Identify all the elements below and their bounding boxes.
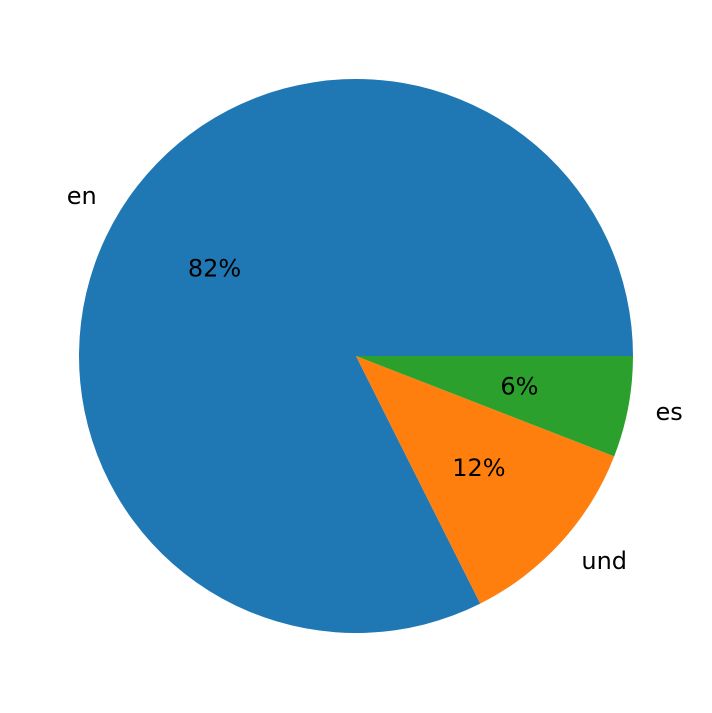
slice-label-en: en [67,182,97,210]
pct-label-es: 6% [500,373,538,401]
pie-slice-es [356,356,633,457]
pct-label-en: 82% [188,255,241,283]
slice-label-es: es [655,398,682,426]
pct-label-und: 12% [452,454,505,482]
slice-label-und: und [581,547,627,575]
pie-slice-und [356,356,615,604]
